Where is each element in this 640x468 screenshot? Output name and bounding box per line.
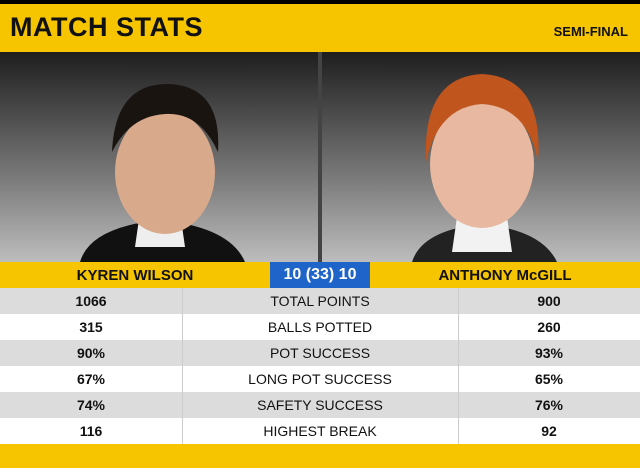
stat-label: HIGHEST BREAK [182,418,459,444]
player-name: ANTHONY McGILL [438,267,572,284]
stat-row: 74% SAFETY SUCCESS 76% [0,392,640,418]
stat-value: 65% [534,371,564,387]
portrait [80,83,245,262]
stat-label: POT SUCCESS [182,340,459,366]
stat-label: LONG POT SUCCESS [182,366,459,392]
stat-value: 315 [0,314,183,340]
frame-score: 10 (33) 10 [270,262,370,288]
player-photo [322,52,640,262]
player-photo [0,52,318,262]
stat-value: 74% [0,392,183,418]
stat-row: 116 HIGHEST BREAK 92 [0,418,640,444]
names-bar: KYREN WILSON 10 (33) 10 ANTHONY McGILL [0,262,640,288]
portrait [412,74,557,262]
round-label: SEMI-FINAL [553,24,628,39]
title: MATCH STATS [10,12,203,42]
stat-value: 92 [541,423,557,439]
stat-row: 315 BALLS POTTED 260 [0,314,640,340]
stat-value: 260 [537,319,561,335]
stat-label: TOTAL POINTS [182,288,459,314]
stat-row: 90% POT SUCCESS 93% [0,340,640,366]
stat-value: 93% [534,345,564,361]
header-bar: MATCH STATS SEMI-FINAL [0,4,640,52]
stat-row: 1066 TOTAL POINTS 900 [0,288,640,314]
stat-label: SAFETY SUCCESS [182,392,459,418]
stat-value: 67% [0,366,183,392]
stat-row: 67% LONG POT SUCCESS 65% [0,366,640,392]
stat-value: 116 [0,418,183,444]
footer-bar [0,444,640,468]
divider [318,52,322,262]
player-name: KYREN WILSON [76,267,194,284]
stat-label: BALLS POTTED [182,314,459,340]
stat-value: 1066 [0,288,183,314]
stat-value: 90% [0,340,183,366]
stat-value: 76% [534,397,564,413]
stat-value: 900 [537,293,561,309]
